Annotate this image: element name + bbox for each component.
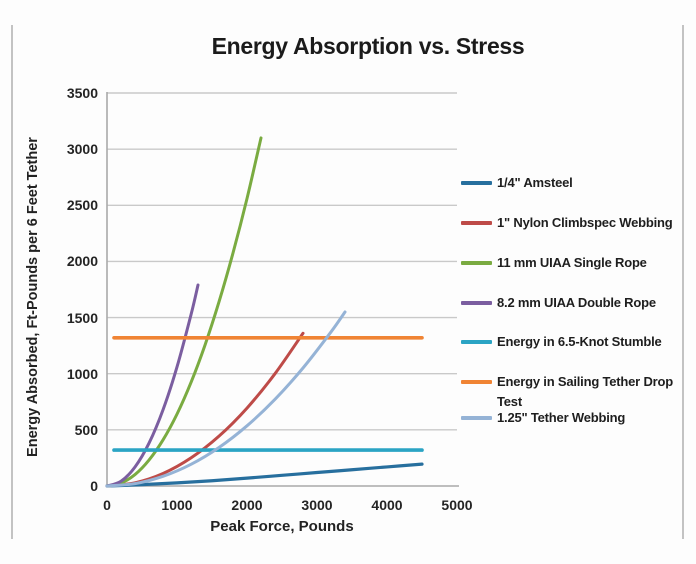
- legend-item: 1" Nylon Climbspec Webbing: [461, 213, 687, 233]
- legend-label: 8.2 mm UIAA Double Rope: [497, 295, 656, 310]
- y-tick-label: 1500: [66, 309, 98, 326]
- legend-item: 1/4" Amsteel: [461, 173, 687, 193]
- legend-label: 1" Nylon Climbspec Webbing: [497, 215, 673, 230]
- legend-label: Energy in Sailing Tether Drop Test: [497, 374, 673, 409]
- page-border-left: [11, 25, 13, 539]
- x-tick-label: 2000: [231, 497, 263, 513]
- legend-label: 1.25" Tether Webbing: [497, 410, 626, 425]
- legend-item: Energy in Sailing Tether Drop Test: [461, 372, 687, 412]
- legend-swatch: [461, 380, 492, 384]
- legend-swatch: [461, 221, 492, 225]
- legend-swatch: [461, 301, 492, 305]
- legend-item: 11 mm UIAA Single Rope: [461, 253, 687, 273]
- legend-swatch: [461, 416, 492, 420]
- y-tick-label: 1000: [66, 365, 98, 382]
- legend-label: 11 mm UIAA Single Rope: [497, 255, 647, 270]
- y-tick-label: 3000: [66, 141, 98, 158]
- y-tick-label: 0: [90, 478, 98, 494]
- legend-item: 1.25" Tether Webbing: [461, 408, 687, 428]
- y-tick-label: 3500: [66, 85, 98, 101]
- x-axis-title: Peak Force, Pounds: [210, 518, 354, 535]
- chart-title: Energy Absorption vs. Stress: [211, 33, 525, 59]
- series-line: [105, 310, 347, 488]
- y-tick-label: 500: [74, 421, 98, 438]
- legend-item: 8.2 mm UIAA Double Rope: [461, 293, 687, 313]
- legend-swatch: [461, 261, 492, 265]
- series-line: [105, 283, 200, 488]
- series-line: [105, 136, 263, 488]
- legend-label: 1/4" Amsteel: [497, 175, 573, 190]
- y-tick-label: 2000: [66, 253, 98, 270]
- x-tick-label: 0: [103, 497, 111, 513]
- x-tick-label: 5000: [441, 497, 473, 513]
- x-tick-label: 1000: [161, 497, 193, 513]
- series-line: [105, 462, 424, 488]
- legend-swatch: [461, 340, 492, 344]
- legend-item: Energy in 6.5-Knot Stumble: [461, 332, 687, 352]
- legend-swatch: [461, 181, 492, 185]
- y-tick-label: 2500: [66, 197, 98, 214]
- x-tick-label: 4000: [371, 497, 403, 513]
- x-tick-label: 3000: [301, 497, 333, 513]
- page-border-right: [682, 25, 684, 539]
- legend-label: Energy in 6.5-Knot Stumble: [497, 334, 662, 349]
